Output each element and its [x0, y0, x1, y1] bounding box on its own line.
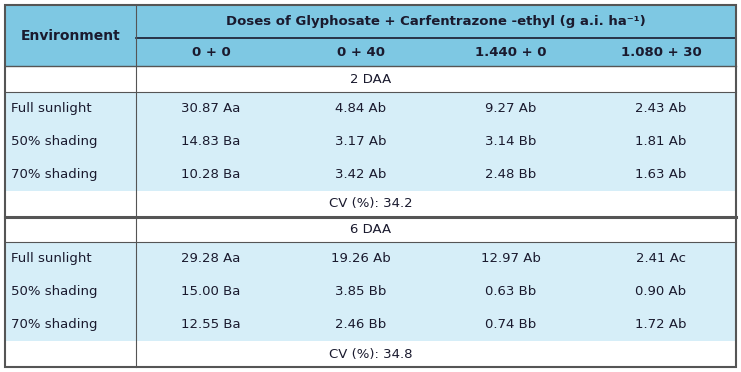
- Bar: [286, 125, 436, 158]
- Text: 1.440 + 0: 1.440 + 0: [475, 45, 547, 58]
- Text: 2.43 Ab: 2.43 Ab: [635, 102, 687, 115]
- Bar: [136, 38, 286, 66]
- Text: Full sunlight: Full sunlight: [11, 102, 92, 115]
- Text: 0 + 40: 0 + 40: [337, 45, 385, 58]
- Bar: [5, 217, 736, 243]
- Bar: [136, 5, 736, 38]
- Text: 0.90 Ab: 0.90 Ab: [636, 285, 687, 298]
- Text: 3.42 Ab: 3.42 Ab: [336, 168, 387, 181]
- Bar: [586, 243, 736, 275]
- Bar: [286, 243, 436, 275]
- Bar: [436, 243, 586, 275]
- Text: 14.83 Ba: 14.83 Ba: [182, 135, 241, 148]
- Text: 0.74 Bb: 0.74 Bb: [485, 318, 536, 331]
- Text: 12.55 Ba: 12.55 Ba: [182, 318, 241, 331]
- Text: 12.97 Ab: 12.97 Ab: [481, 252, 541, 265]
- Bar: [436, 125, 586, 158]
- Text: 9.27 Ab: 9.27 Ab: [485, 102, 536, 115]
- Bar: [586, 38, 736, 66]
- Bar: [286, 38, 436, 66]
- Bar: [136, 92, 286, 125]
- Bar: [586, 308, 736, 341]
- Bar: [136, 243, 286, 275]
- Bar: [436, 92, 586, 125]
- Bar: [5, 5, 136, 66]
- Text: 70% shading: 70% shading: [11, 318, 98, 331]
- Text: 29.28 Aa: 29.28 Aa: [182, 252, 241, 265]
- Text: 70% shading: 70% shading: [11, 168, 98, 181]
- Text: 1.81 Ab: 1.81 Ab: [635, 135, 687, 148]
- Bar: [136, 308, 286, 341]
- Bar: [136, 125, 286, 158]
- Bar: [5, 341, 736, 367]
- Text: Environment: Environment: [21, 29, 120, 42]
- Text: 6 DAA: 6 DAA: [350, 223, 391, 236]
- Text: 2 DAA: 2 DAA: [350, 73, 391, 86]
- Text: 50% shading: 50% shading: [11, 135, 98, 148]
- Bar: [286, 92, 436, 125]
- Text: 3.14 Bb: 3.14 Bb: [485, 135, 536, 148]
- Bar: [5, 92, 136, 125]
- Bar: [436, 275, 586, 308]
- Text: Full sunlight: Full sunlight: [11, 252, 92, 265]
- Text: 19.26 Ab: 19.26 Ab: [331, 252, 391, 265]
- Bar: [5, 66, 736, 92]
- Text: 30.87 Aa: 30.87 Aa: [182, 102, 241, 115]
- Bar: [436, 158, 586, 191]
- Bar: [586, 92, 736, 125]
- Text: 4.84 Ab: 4.84 Ab: [336, 102, 387, 115]
- Bar: [5, 275, 136, 308]
- Text: 1.080 + 30: 1.080 + 30: [621, 45, 702, 58]
- Bar: [586, 158, 736, 191]
- Text: 2.46 Bb: 2.46 Bb: [336, 318, 387, 331]
- Bar: [5, 243, 136, 275]
- Text: Doses of Glyphosate + Carfentrazone -ethyl (g a.i. ha⁻¹): Doses of Glyphosate + Carfentrazone -eth…: [226, 15, 646, 28]
- Text: 2.41 Ac: 2.41 Ac: [636, 252, 686, 265]
- Bar: [286, 308, 436, 341]
- Text: 15.00 Ba: 15.00 Ba: [182, 285, 241, 298]
- Bar: [5, 308, 136, 341]
- Text: 2.48 Bb: 2.48 Bb: [485, 168, 536, 181]
- Text: 50% shading: 50% shading: [11, 285, 98, 298]
- Text: 0 + 0: 0 + 0: [192, 45, 230, 58]
- Bar: [586, 125, 736, 158]
- Bar: [136, 275, 286, 308]
- Bar: [5, 125, 136, 158]
- Bar: [286, 158, 436, 191]
- Text: CV (%): 34.2: CV (%): 34.2: [329, 197, 412, 210]
- Text: 3.17 Ab: 3.17 Ab: [335, 135, 387, 148]
- Text: 3.85 Bb: 3.85 Bb: [336, 285, 387, 298]
- Text: 1.72 Ab: 1.72 Ab: [635, 318, 687, 331]
- Text: CV (%): 34.8: CV (%): 34.8: [329, 347, 412, 360]
- Bar: [436, 308, 586, 341]
- Bar: [5, 191, 736, 217]
- Bar: [5, 158, 136, 191]
- Bar: [136, 158, 286, 191]
- Bar: [436, 38, 586, 66]
- Bar: [286, 275, 436, 308]
- Text: 10.28 Ba: 10.28 Ba: [182, 168, 241, 181]
- Bar: [586, 275, 736, 308]
- Text: 0.63 Bb: 0.63 Bb: [485, 285, 536, 298]
- Text: 1.63 Ab: 1.63 Ab: [635, 168, 687, 181]
